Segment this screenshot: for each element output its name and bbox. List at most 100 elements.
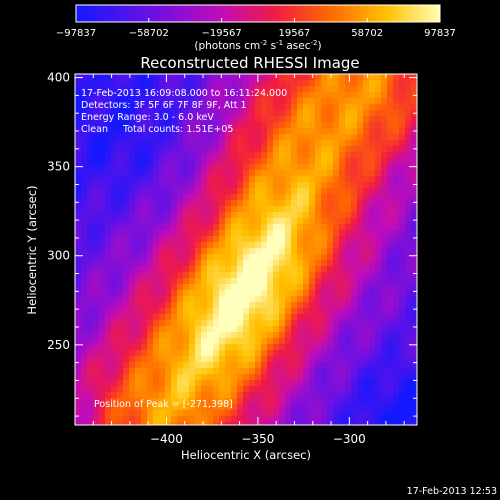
heatmap-cell bbox=[105, 278, 111, 284]
heatmap-cell bbox=[291, 146, 297, 152]
heatmap-cell bbox=[327, 140, 333, 146]
heatmap-cell bbox=[291, 374, 297, 380]
heatmap-cell bbox=[117, 218, 123, 224]
heatmap-cell bbox=[225, 104, 231, 110]
heatmap-cell bbox=[141, 320, 147, 326]
heatmap-cell bbox=[399, 362, 405, 368]
heatmap-cell bbox=[171, 200, 177, 206]
heatmap-cell bbox=[303, 320, 309, 326]
heatmap-cell bbox=[159, 134, 165, 140]
heatmap-cell bbox=[141, 140, 147, 146]
heatmap-cell bbox=[75, 410, 81, 416]
heatmap-cell bbox=[267, 188, 273, 194]
heatmap-cell bbox=[333, 398, 339, 404]
heatmap-cell bbox=[231, 80, 237, 86]
heatmap-cell bbox=[399, 380, 405, 386]
heatmap-cell bbox=[225, 170, 231, 176]
heatmap-cell bbox=[375, 392, 381, 398]
heatmap-cell bbox=[129, 140, 135, 146]
heatmap-cell bbox=[123, 128, 129, 134]
heatmap-cell bbox=[345, 206, 351, 212]
heatmap-cell bbox=[195, 332, 201, 338]
heatmap-cell bbox=[279, 344, 285, 350]
heatmap-cell bbox=[75, 134, 81, 140]
heatmap-cell bbox=[387, 188, 393, 194]
heatmap-cell bbox=[129, 206, 135, 212]
heatmap-cell bbox=[267, 416, 273, 422]
heatmap-cell bbox=[105, 128, 111, 134]
heatmap-cell bbox=[231, 152, 237, 158]
heatmap-cell bbox=[129, 254, 135, 260]
heatmap-cell bbox=[147, 182, 153, 188]
heatmap-cell bbox=[345, 290, 351, 296]
heatmap-cell bbox=[135, 122, 141, 128]
heatmap-cell bbox=[291, 128, 297, 134]
heatmap-cell bbox=[279, 188, 285, 194]
heatmap-cell bbox=[165, 302, 171, 308]
heatmap-cell bbox=[225, 380, 231, 386]
heatmap-cell bbox=[75, 140, 81, 146]
heatmap-cell bbox=[405, 230, 411, 236]
heatmap-cell bbox=[411, 362, 417, 368]
heatmap-cell bbox=[189, 170, 195, 176]
heatmap-cell bbox=[147, 320, 153, 326]
annotation-energy: Energy Range: 3.0 - 6.0 keV bbox=[81, 112, 214, 123]
heatmap-cell bbox=[411, 380, 417, 386]
x-tick-label: −300 bbox=[333, 432, 366, 446]
heatmap-cell bbox=[399, 338, 405, 344]
heatmap-cell bbox=[135, 272, 141, 278]
heatmap-cell bbox=[399, 272, 405, 278]
heatmap-cell bbox=[201, 200, 207, 206]
heatmap-cell bbox=[237, 158, 243, 164]
heatmap-cell bbox=[327, 248, 333, 254]
heatmap-cell bbox=[393, 224, 399, 230]
heatmap-cell bbox=[285, 170, 291, 176]
heatmap-cell bbox=[369, 236, 375, 242]
heatmap-cell bbox=[387, 422, 393, 425]
heatmap-cell bbox=[273, 242, 279, 248]
heatmap-cell bbox=[303, 92, 309, 98]
heatmap-cell bbox=[189, 122, 195, 128]
heatmap-cell bbox=[399, 110, 405, 116]
heatmap-cell bbox=[189, 134, 195, 140]
heatmap-cell bbox=[381, 386, 387, 392]
heatmap-cell bbox=[93, 224, 99, 230]
heatmap-cell bbox=[183, 278, 189, 284]
heatmap-cell bbox=[81, 110, 87, 116]
heatmap-cell bbox=[297, 80, 303, 86]
heatmap-cell bbox=[135, 80, 141, 86]
heatmap-cell bbox=[273, 368, 279, 374]
heatmap-cell bbox=[333, 98, 339, 104]
heatmap-cell bbox=[351, 332, 357, 338]
heatmap-cell bbox=[387, 212, 393, 218]
heatmap-cell bbox=[375, 74, 381, 80]
heatmap-cell bbox=[129, 182, 135, 188]
heatmap-cell bbox=[237, 392, 243, 398]
heatmap-cell bbox=[297, 92, 303, 98]
heatmap-cell bbox=[375, 350, 381, 356]
heatmap-cell bbox=[147, 362, 153, 368]
heatmap-cell bbox=[189, 362, 195, 368]
heatmap-cell bbox=[75, 212, 81, 218]
heatmap-cell bbox=[183, 140, 189, 146]
heatmap-cell bbox=[357, 320, 363, 326]
heatmap-cell bbox=[105, 104, 111, 110]
heatmap-cell bbox=[207, 410, 213, 416]
heatmap-cell bbox=[369, 260, 375, 266]
heatmap-cell bbox=[291, 182, 297, 188]
heatmap-cell bbox=[99, 218, 105, 224]
heatmap-cell bbox=[357, 110, 363, 116]
heatmap-cell bbox=[171, 290, 177, 296]
heatmap-cell bbox=[255, 176, 261, 182]
heatmap-cell bbox=[363, 146, 369, 152]
heatmap-cell bbox=[147, 242, 153, 248]
heatmap-cell bbox=[111, 404, 117, 410]
heatmap-cell bbox=[303, 386, 309, 392]
heatmap-cell bbox=[207, 296, 213, 302]
heatmap-cell bbox=[129, 320, 135, 326]
heatmap-cell bbox=[255, 224, 261, 230]
heatmap-cell bbox=[333, 182, 339, 188]
heatmap-cell bbox=[303, 152, 309, 158]
heatmap-cell bbox=[381, 80, 387, 86]
heatmap-cell bbox=[411, 224, 417, 230]
